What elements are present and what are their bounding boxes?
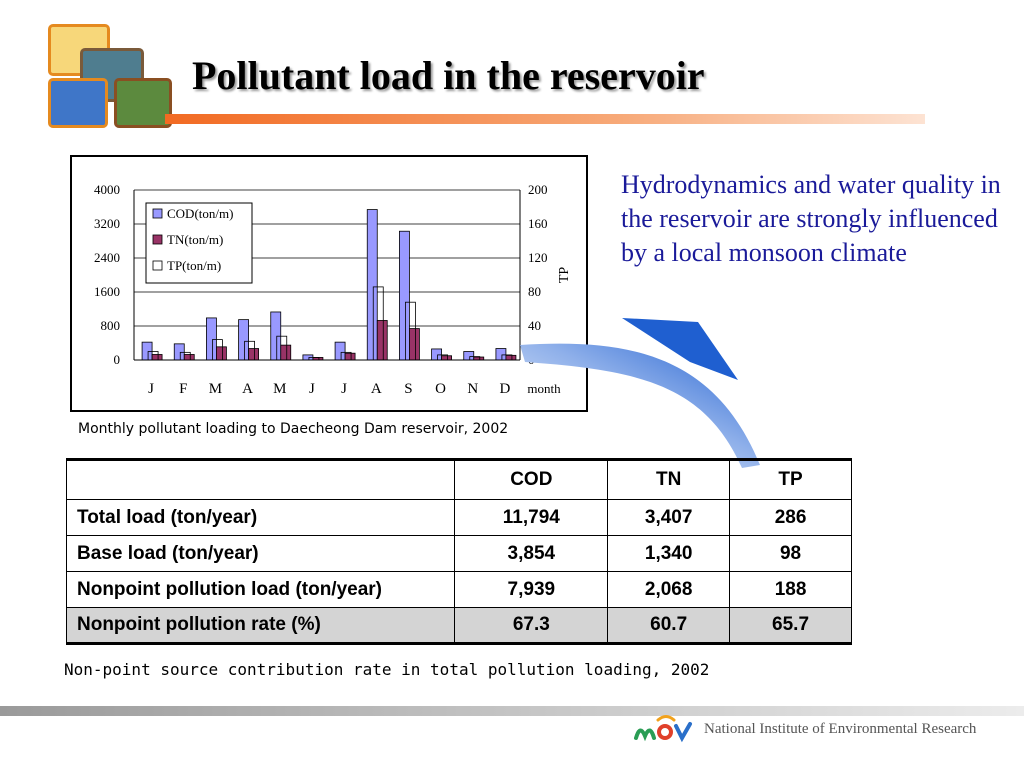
legend-label-tn: TN(ton/m) (167, 232, 223, 247)
table-row: Total load (ton/year) 11,794 3,407 286 (65, 499, 852, 536)
cell-rate-tn: 60.7 (607, 607, 731, 645)
y2-tick-label: 80 (528, 284, 541, 299)
logo-tile-water (48, 78, 108, 128)
y-tick-label: 0 (114, 352, 121, 367)
table-header-tn: TN (607, 458, 731, 500)
y-tick-label: 800 (101, 318, 121, 333)
x-tick-label: A (242, 381, 253, 397)
table-header-blank (65, 458, 456, 500)
chart-legend: COD(ton/m) TN(ton/m) TP(ton/m) (145, 202, 253, 284)
footer-rule (0, 706, 1024, 716)
legend-box (145, 202, 253, 284)
bar-tp (147, 351, 159, 361)
cell-total-cod: 11,794 (454, 499, 609, 536)
bar-tp (405, 301, 416, 361)
bar-tp (340, 351, 352, 361)
row-label-nonpoint-rate: Nonpoint pollution rate (%) (65, 607, 456, 645)
y2-tick-label: 120 (528, 250, 548, 265)
row-label-base-load: Base load (ton/year) (65, 535, 456, 572)
cell-nonpoint-tn: 2,068 (607, 571, 731, 608)
x-tick-label: J (148, 381, 154, 397)
x-tick-label: J (341, 381, 347, 397)
y2-tick-label: 160 (528, 216, 548, 231)
table-row: Nonpoint pollution rate (%) 67.3 60.7 65… (65, 607, 852, 645)
y2-tick-label: 40 (528, 318, 541, 333)
x-tick-label: D (499, 381, 510, 397)
cell-nonpoint-cod: 7,939 (454, 571, 609, 608)
bar-tp (212, 339, 223, 361)
x-axis-unit-label: month (527, 381, 561, 396)
monthly-pollutant-chart: 0800160024003200400004080120160200JFMAMJ… (94, 182, 572, 397)
photo-collage-logo (44, 22, 174, 130)
table-caption: Non-point source contribution rate in to… (64, 660, 710, 679)
legend-swatch-tp (152, 260, 163, 271)
title-underline (165, 114, 925, 124)
bar-tp (469, 356, 481, 361)
y-tick-label: 1600 (94, 284, 120, 299)
x-tick-label: M (273, 381, 286, 397)
chart-frame: 0800160024003200400004080120160200JFMAMJ… (70, 155, 588, 412)
y-tick-label: 2400 (94, 250, 120, 265)
cell-base-tp: 98 (729, 535, 852, 572)
cell-total-tp: 286 (729, 499, 852, 536)
x-tick-label: N (467, 381, 478, 397)
legend-label-tp: TP(ton/m) (167, 258, 221, 273)
cell-rate-cod: 67.3 (454, 607, 609, 645)
bar-tp (372, 286, 384, 361)
cell-total-tn: 3,407 (607, 499, 731, 536)
y2-axis-title: TP (557, 267, 572, 284)
table-header-row: COD TN TP (65, 458, 852, 500)
table-header-tp: TP (729, 458, 852, 500)
x-tick-label: A (371, 381, 382, 397)
bar-tp (244, 340, 255, 361)
logo-tile-forest (114, 78, 172, 128)
legend-label-cod: COD(ton/m) (167, 206, 233, 221)
bar-tp (276, 335, 288, 361)
cell-base-tn: 1,340 (607, 535, 731, 572)
cell-base-cod: 3,854 (454, 535, 609, 572)
mev-logo-icon (634, 715, 692, 743)
y-tick-label: 3200 (94, 216, 120, 231)
legend-swatch-tn (152, 234, 163, 245)
cell-rate-tp: 65.7 (729, 607, 852, 645)
curved-arrow-icon (520, 318, 760, 468)
pollution-load-table: COD TN TP Total load (ton/year) 11,794 3… (65, 458, 852, 645)
y2-tick-label: 200 (528, 182, 548, 197)
table-header-cod: COD (454, 458, 609, 500)
bar-tp (179, 351, 191, 361)
table-row: Base load (ton/year) 3,854 1,340 98 (65, 535, 852, 572)
arrow-body (520, 343, 760, 468)
x-tick-label: S (404, 381, 412, 397)
bar-tp (437, 354, 448, 361)
y-tick-label: 4000 (94, 182, 120, 197)
page-title: Pollutant load in the reservoir (192, 53, 705, 98)
row-label-nonpoint-load: Nonpoint pollution load (ton/year) (65, 571, 456, 608)
table-row: Nonpoint pollution load (ton/year) 7,939… (65, 571, 852, 608)
side-description: Hydrodynamics and water quality in the r… (621, 170, 1001, 267)
row-label-total-load: Total load (ton/year) (65, 499, 456, 536)
chart-caption: Monthly pollutant loading to Daecheong D… (78, 421, 509, 437)
x-tick-label: J (309, 381, 315, 397)
cell-nonpoint-tp: 188 (729, 571, 852, 608)
legend-swatch-cod (152, 208, 163, 219)
footer-institute-name: National Institute of Environmental Rese… (704, 721, 977, 737)
x-tick-label: O (435, 381, 446, 397)
x-tick-label: F (179, 381, 187, 397)
x-tick-label: M (209, 381, 222, 397)
arrow-head (622, 318, 738, 380)
